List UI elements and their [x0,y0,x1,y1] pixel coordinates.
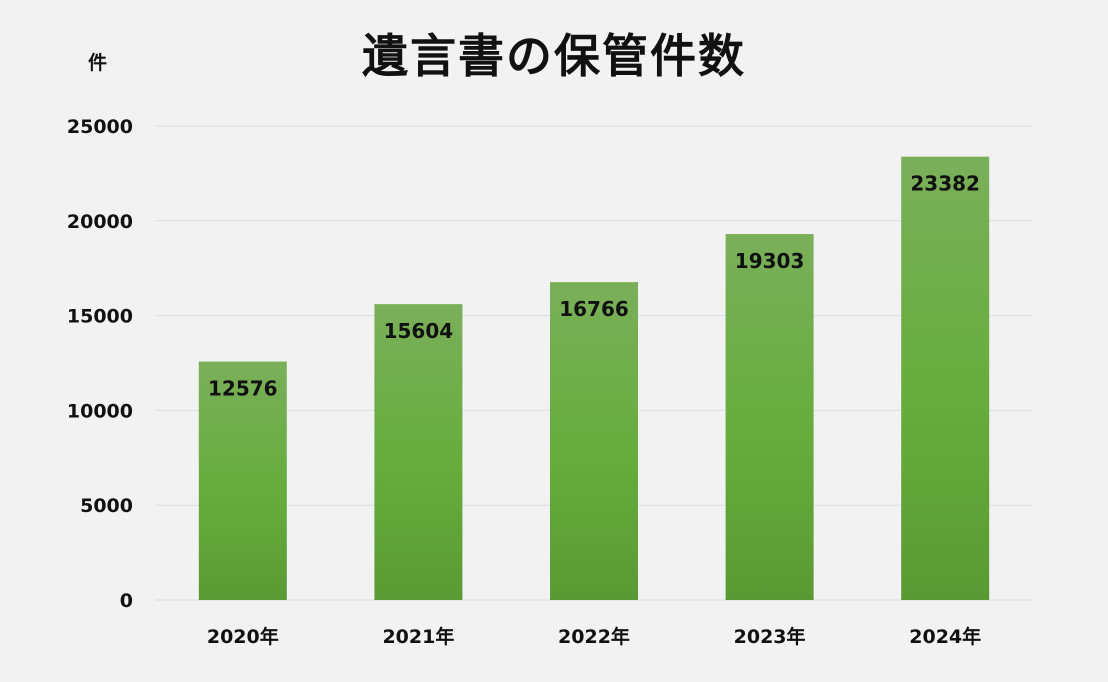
y-axis-ticks: 0 5000 10000 15000 20000 25000 [67,116,133,612]
x-tick-label: 2021年 [382,625,454,648]
y-axis-unit-label: 件 [88,52,108,74]
x-tick-label: 2024年 [909,625,981,648]
bar-2023年 [725,234,814,600]
y-tick-label: 10000 [67,400,133,422]
data-label: 19303 [735,249,805,273]
y-tick-label: 0 [120,590,133,612]
y-tick-label: 15000 [67,306,133,328]
x-tick-label: 2023年 [734,625,806,648]
bar-2024年 [901,156,990,600]
y-tick-label: 5000 [80,495,133,517]
y-tick-label: 25000 [67,116,133,138]
data-label: 16766 [559,297,629,321]
x-tick-label: 2020年 [207,625,279,648]
x-axis-ticks: 2020年 2021年 2022年 2023年 2024年 [207,625,981,648]
bar-2020年 [198,361,287,600]
data-labels: 12576 15604 16766 19303 23382 [208,172,980,401]
data-label: 12576 [208,377,278,401]
bar-2021年 [374,304,463,600]
data-label: 23382 [910,172,980,196]
y-tick-label: 20000 [67,211,133,233]
x-tick-label: 2022年 [558,625,630,648]
chart-title: 遺言書の保管件数 [362,29,746,83]
bars [198,156,990,600]
bar-2022年 [550,282,638,600]
data-label: 15604 [384,319,454,343]
